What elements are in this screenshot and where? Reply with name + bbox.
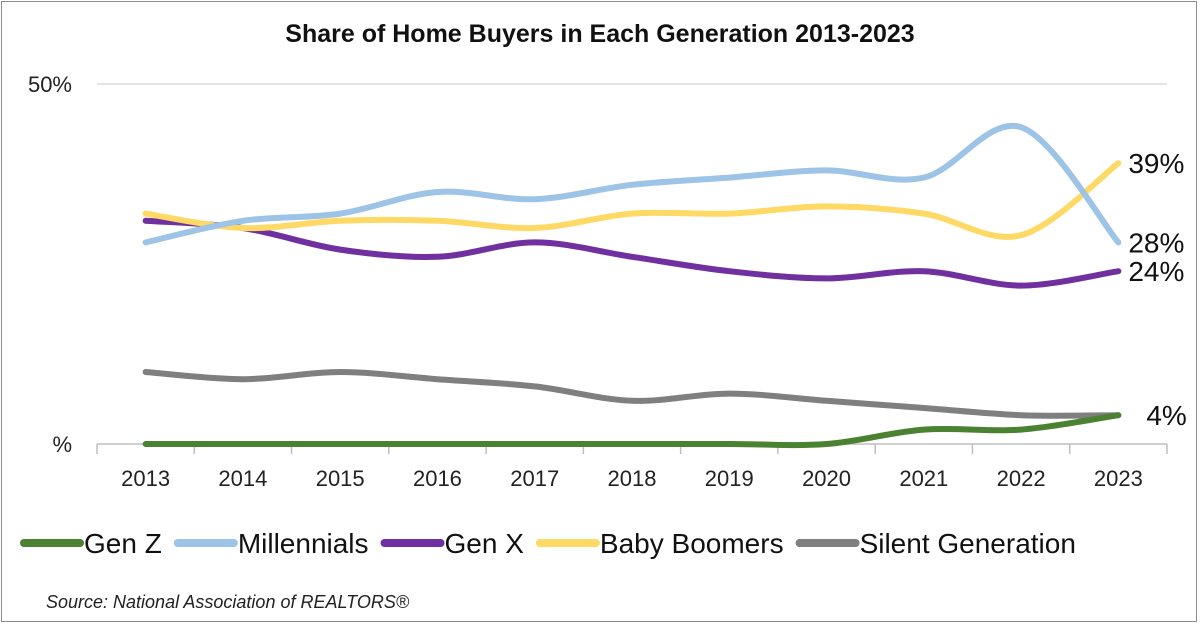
end-value-label: 24% [1128,256,1184,287]
series-line [142,412,1122,449]
legend-label: Gen Z [84,528,162,559]
legend-label: Baby Boomers [600,528,784,559]
x-axis-labels: 2013 2014 2015 2016 2017 2018 2019 2020 2021 2022… [121,466,1143,491]
chart-title: Share of Home Buyers in Each Generation … [285,20,915,48]
series-line [142,217,1122,289]
x-tick-label: 2013 [121,466,170,491]
series-line [142,369,1122,419]
series-line [142,160,1122,240]
y-tick-label: % [52,432,72,457]
grid-layer [97,83,1167,445]
legend: Gen Z Millennials Gen X Baby Boomers Silent … [20,528,1076,559]
y-tick-label: 50% [28,72,72,97]
x-tick-label: 2016 [413,466,462,491]
x-tick-label: 2017 [510,466,559,491]
x-tick-label: 2021 [899,466,948,491]
x-tick-label: 2018 [608,466,657,491]
end-value-label: 39% [1128,148,1184,179]
source-note: Source: National Association of REALTORS… [46,592,410,612]
series-line [142,122,1122,246]
x-tick-label: 2019 [705,466,754,491]
y-axis-labels: % 50% [28,72,72,457]
x-tick-label: 2015 [316,466,365,491]
x-tick-label: 2023 [1094,466,1143,491]
x-tick-label: 2022 [997,466,1046,491]
end-labels: 4% 28%24% 39% [1128,148,1186,431]
end-value-label: 4% [1146,400,1186,431]
x-tick-label: 2014 [218,466,267,491]
legend-label: Gen X [445,528,525,559]
x-tick-label: 2020 [802,466,851,491]
legend-label: Silent Generation [860,528,1076,559]
series-lines [142,122,1122,449]
legend-label: Millennials [238,528,369,559]
end-value-label: 28% [1128,227,1184,258]
